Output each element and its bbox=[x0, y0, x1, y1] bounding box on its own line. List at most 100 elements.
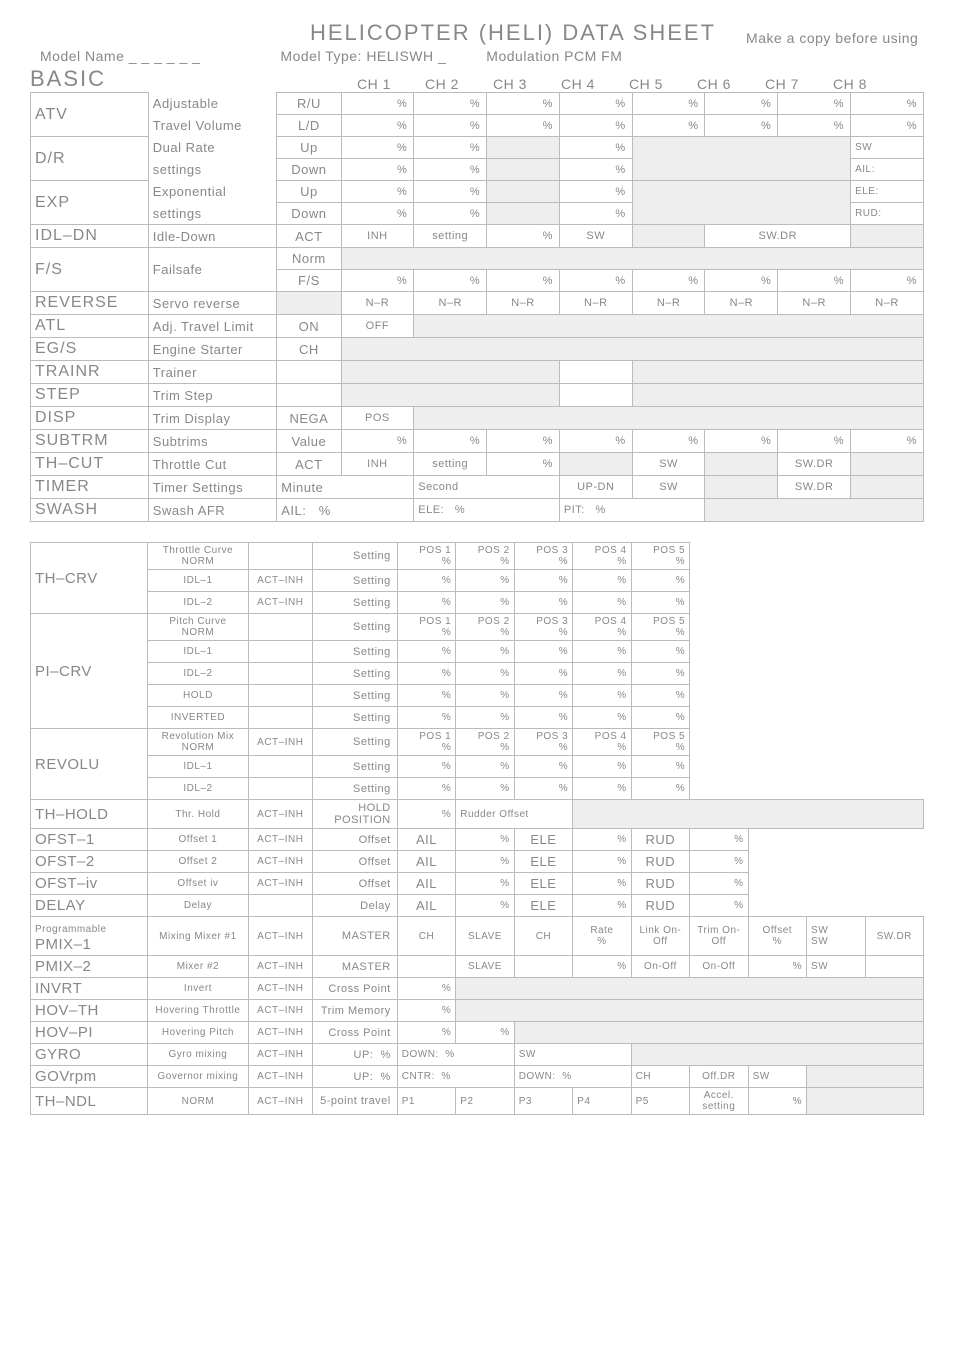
cell[interactable] bbox=[514, 956, 572, 978]
cell[interactable]: % bbox=[456, 778, 514, 800]
cell[interactable]: % bbox=[514, 570, 572, 592]
cell[interactable]: % bbox=[341, 270, 414, 292]
cell[interactable]: % bbox=[573, 873, 631, 895]
cell[interactable]: % bbox=[514, 641, 572, 663]
cell[interactable]: % bbox=[397, 978, 455, 1000]
cell[interactable]: % bbox=[851, 270, 924, 292]
pos2[interactable]: POS 2% bbox=[456, 614, 514, 641]
cell[interactable]: % bbox=[778, 93, 851, 115]
pos1[interactable]: POS 1% bbox=[397, 729, 455, 756]
cell[interactable]: % bbox=[559, 159, 632, 181]
cell[interactable]: % bbox=[573, 570, 631, 592]
cell[interactable]: % bbox=[632, 115, 705, 137]
cell[interactable]: % bbox=[631, 592, 689, 614]
cell[interactable]: N–R bbox=[487, 292, 560, 315]
cell[interactable]: % bbox=[487, 430, 560, 453]
cell[interactable]: % bbox=[456, 895, 514, 917]
rate[interactable]: Rate% bbox=[573, 917, 631, 956]
cell[interactable]: % bbox=[456, 829, 514, 851]
cell[interactable]: % bbox=[514, 707, 572, 729]
cell[interactable]: % bbox=[487, 115, 560, 137]
cell[interactable]: % bbox=[487, 453, 560, 476]
pos5[interactable]: POS 5% bbox=[631, 614, 689, 641]
pos3[interactable]: POS 3% bbox=[514, 729, 572, 756]
cell[interactable]: % bbox=[514, 663, 572, 685]
cell[interactable]: % bbox=[397, 1022, 455, 1044]
cell[interactable]: % bbox=[514, 778, 572, 800]
cell[interactable]: N–R bbox=[778, 292, 851, 315]
cell[interactable]: % bbox=[559, 115, 632, 137]
cell[interactable]: % bbox=[456, 663, 514, 685]
cell[interactable] bbox=[865, 956, 924, 978]
cell[interactable]: % bbox=[573, 956, 631, 978]
cell[interactable]: % bbox=[397, 800, 455, 829]
cell[interactable]: % bbox=[456, 1022, 514, 1044]
cell[interactable]: % bbox=[456, 756, 514, 778]
cell[interactable]: % bbox=[705, 430, 778, 453]
pos1[interactable]: POS 1% bbox=[397, 543, 455, 570]
pos2[interactable]: POS 2% bbox=[456, 729, 514, 756]
cell[interactable]: % bbox=[414, 430, 487, 453]
pos3[interactable]: POS 3% bbox=[514, 543, 572, 570]
cell[interactable]: % bbox=[456, 851, 514, 873]
cell[interactable]: % bbox=[573, 641, 631, 663]
cell[interactable]: % bbox=[748, 956, 806, 978]
pos2[interactable]: POS 2% bbox=[456, 543, 514, 570]
cell[interactable]: N–R bbox=[705, 292, 778, 315]
cell[interactable]: % bbox=[456, 641, 514, 663]
cell[interactable]: % bbox=[341, 181, 414, 203]
cell[interactable]: % bbox=[414, 159, 487, 181]
cell[interactable]: % bbox=[487, 93, 560, 115]
pos4[interactable]: POS 4% bbox=[573, 614, 631, 641]
pos3[interactable]: POS 3% bbox=[514, 614, 572, 641]
cell[interactable]: % bbox=[632, 430, 705, 453]
cell[interactable]: % bbox=[778, 270, 851, 292]
pos5[interactable]: POS 5% bbox=[631, 729, 689, 756]
cell[interactable]: % bbox=[414, 93, 487, 115]
cell[interactable]: % bbox=[851, 115, 924, 137]
cell[interactable]: % bbox=[631, 707, 689, 729]
cell[interactable] bbox=[559, 384, 632, 407]
cell[interactable]: % bbox=[573, 707, 631, 729]
cell[interactable]: % bbox=[487, 225, 560, 248]
cell[interactable]: % bbox=[414, 181, 487, 203]
cell[interactable]: % bbox=[559, 93, 632, 115]
cell[interactable]: % bbox=[559, 270, 632, 292]
cell[interactable]: % bbox=[559, 181, 632, 203]
cell[interactable]: % bbox=[778, 115, 851, 137]
cell[interactable]: % bbox=[397, 663, 455, 685]
cell[interactable]: % bbox=[690, 829, 748, 851]
offset[interactable]: Offset% bbox=[748, 917, 806, 956]
cell[interactable]: % bbox=[778, 430, 851, 453]
cell[interactable]: % bbox=[573, 851, 631, 873]
cell[interactable]: % bbox=[414, 115, 487, 137]
cell[interactable]: % bbox=[573, 685, 631, 707]
cell[interactable]: % bbox=[341, 93, 414, 115]
cell[interactable]: % bbox=[851, 93, 924, 115]
cell[interactable]: % bbox=[456, 873, 514, 895]
cell[interactable]: N–R bbox=[341, 292, 414, 315]
cell[interactable] bbox=[559, 361, 632, 384]
cell[interactable]: % bbox=[631, 570, 689, 592]
cell[interactable]: % bbox=[632, 93, 705, 115]
cell[interactable]: % bbox=[397, 778, 455, 800]
cell[interactable] bbox=[277, 384, 341, 407]
cell[interactable]: % bbox=[397, 685, 455, 707]
cell[interactable]: % bbox=[690, 895, 748, 917]
pos1[interactable]: POS 1% bbox=[397, 614, 455, 641]
cell[interactable]: % bbox=[705, 93, 778, 115]
pos5[interactable]: POS 5% bbox=[631, 543, 689, 570]
cell[interactable]: % bbox=[631, 641, 689, 663]
cell[interactable]: % bbox=[573, 778, 631, 800]
cell[interactable]: % bbox=[341, 430, 414, 453]
cell[interactable]: % bbox=[414, 137, 487, 159]
cell[interactable]: % bbox=[397, 641, 455, 663]
cell[interactable]: % bbox=[559, 430, 632, 453]
cell[interactable]: % bbox=[690, 851, 748, 873]
cell[interactable]: % bbox=[573, 895, 631, 917]
cell[interactable]: % bbox=[397, 756, 455, 778]
cell[interactable]: % bbox=[559, 203, 632, 225]
cell[interactable]: % bbox=[456, 685, 514, 707]
cell[interactable]: % bbox=[705, 270, 778, 292]
cell[interactable]: % bbox=[397, 592, 455, 614]
